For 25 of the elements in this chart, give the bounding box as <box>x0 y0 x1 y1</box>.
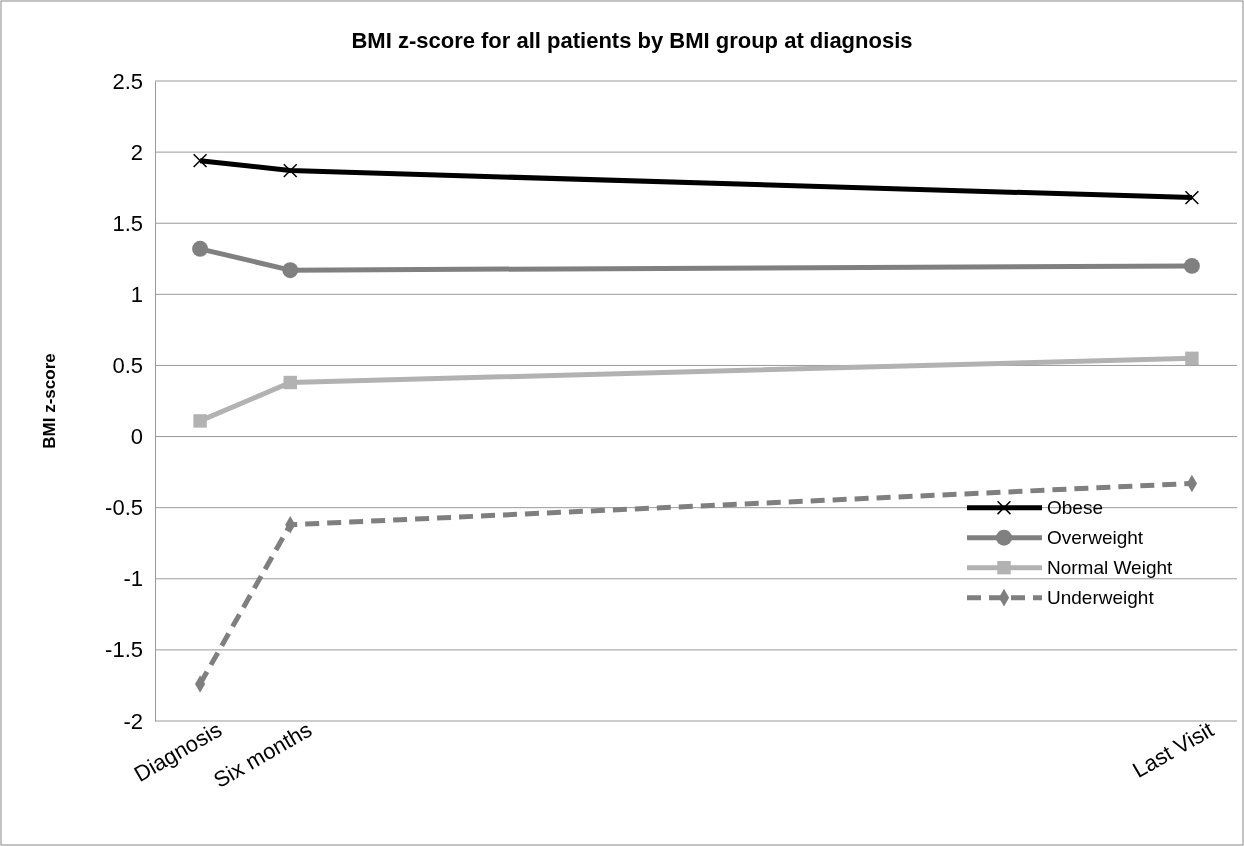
legend-label: Normal Weight <box>1047 557 1174 579</box>
x-tick-label: Last Visit <box>1128 716 1218 783</box>
y-tick-label: 1 <box>130 281 143 307</box>
chart-title: BMI z-score for all patients by BMI group at diagnosis <box>351 28 913 53</box>
point <box>1183 257 1200 274</box>
point <box>193 414 207 428</box>
point <box>1185 351 1199 366</box>
y-tick-label: 1.5 <box>112 210 143 236</box>
y-axis-title: BMI z-score <box>40 353 59 449</box>
y-tick-label: 0.5 <box>112 352 143 378</box>
point <box>192 153 208 168</box>
point <box>283 163 298 178</box>
legend-label: Obese <box>1047 497 1103 519</box>
point <box>283 375 297 390</box>
y-tick-label: 0 <box>130 424 143 450</box>
y-tick-label: -1.5 <box>105 637 143 663</box>
y-tick-label: 2.5 <box>112 68 143 94</box>
point <box>1184 190 1200 205</box>
legend-label: Overweight <box>1047 527 1144 549</box>
legend-label: Underweight <box>1047 587 1155 609</box>
point <box>282 262 299 279</box>
y-tick-label: 2 <box>130 139 143 165</box>
y-tick-label: -0.5 <box>105 495 143 521</box>
point <box>192 240 209 257</box>
y-tick-label: -1 <box>123 566 143 592</box>
